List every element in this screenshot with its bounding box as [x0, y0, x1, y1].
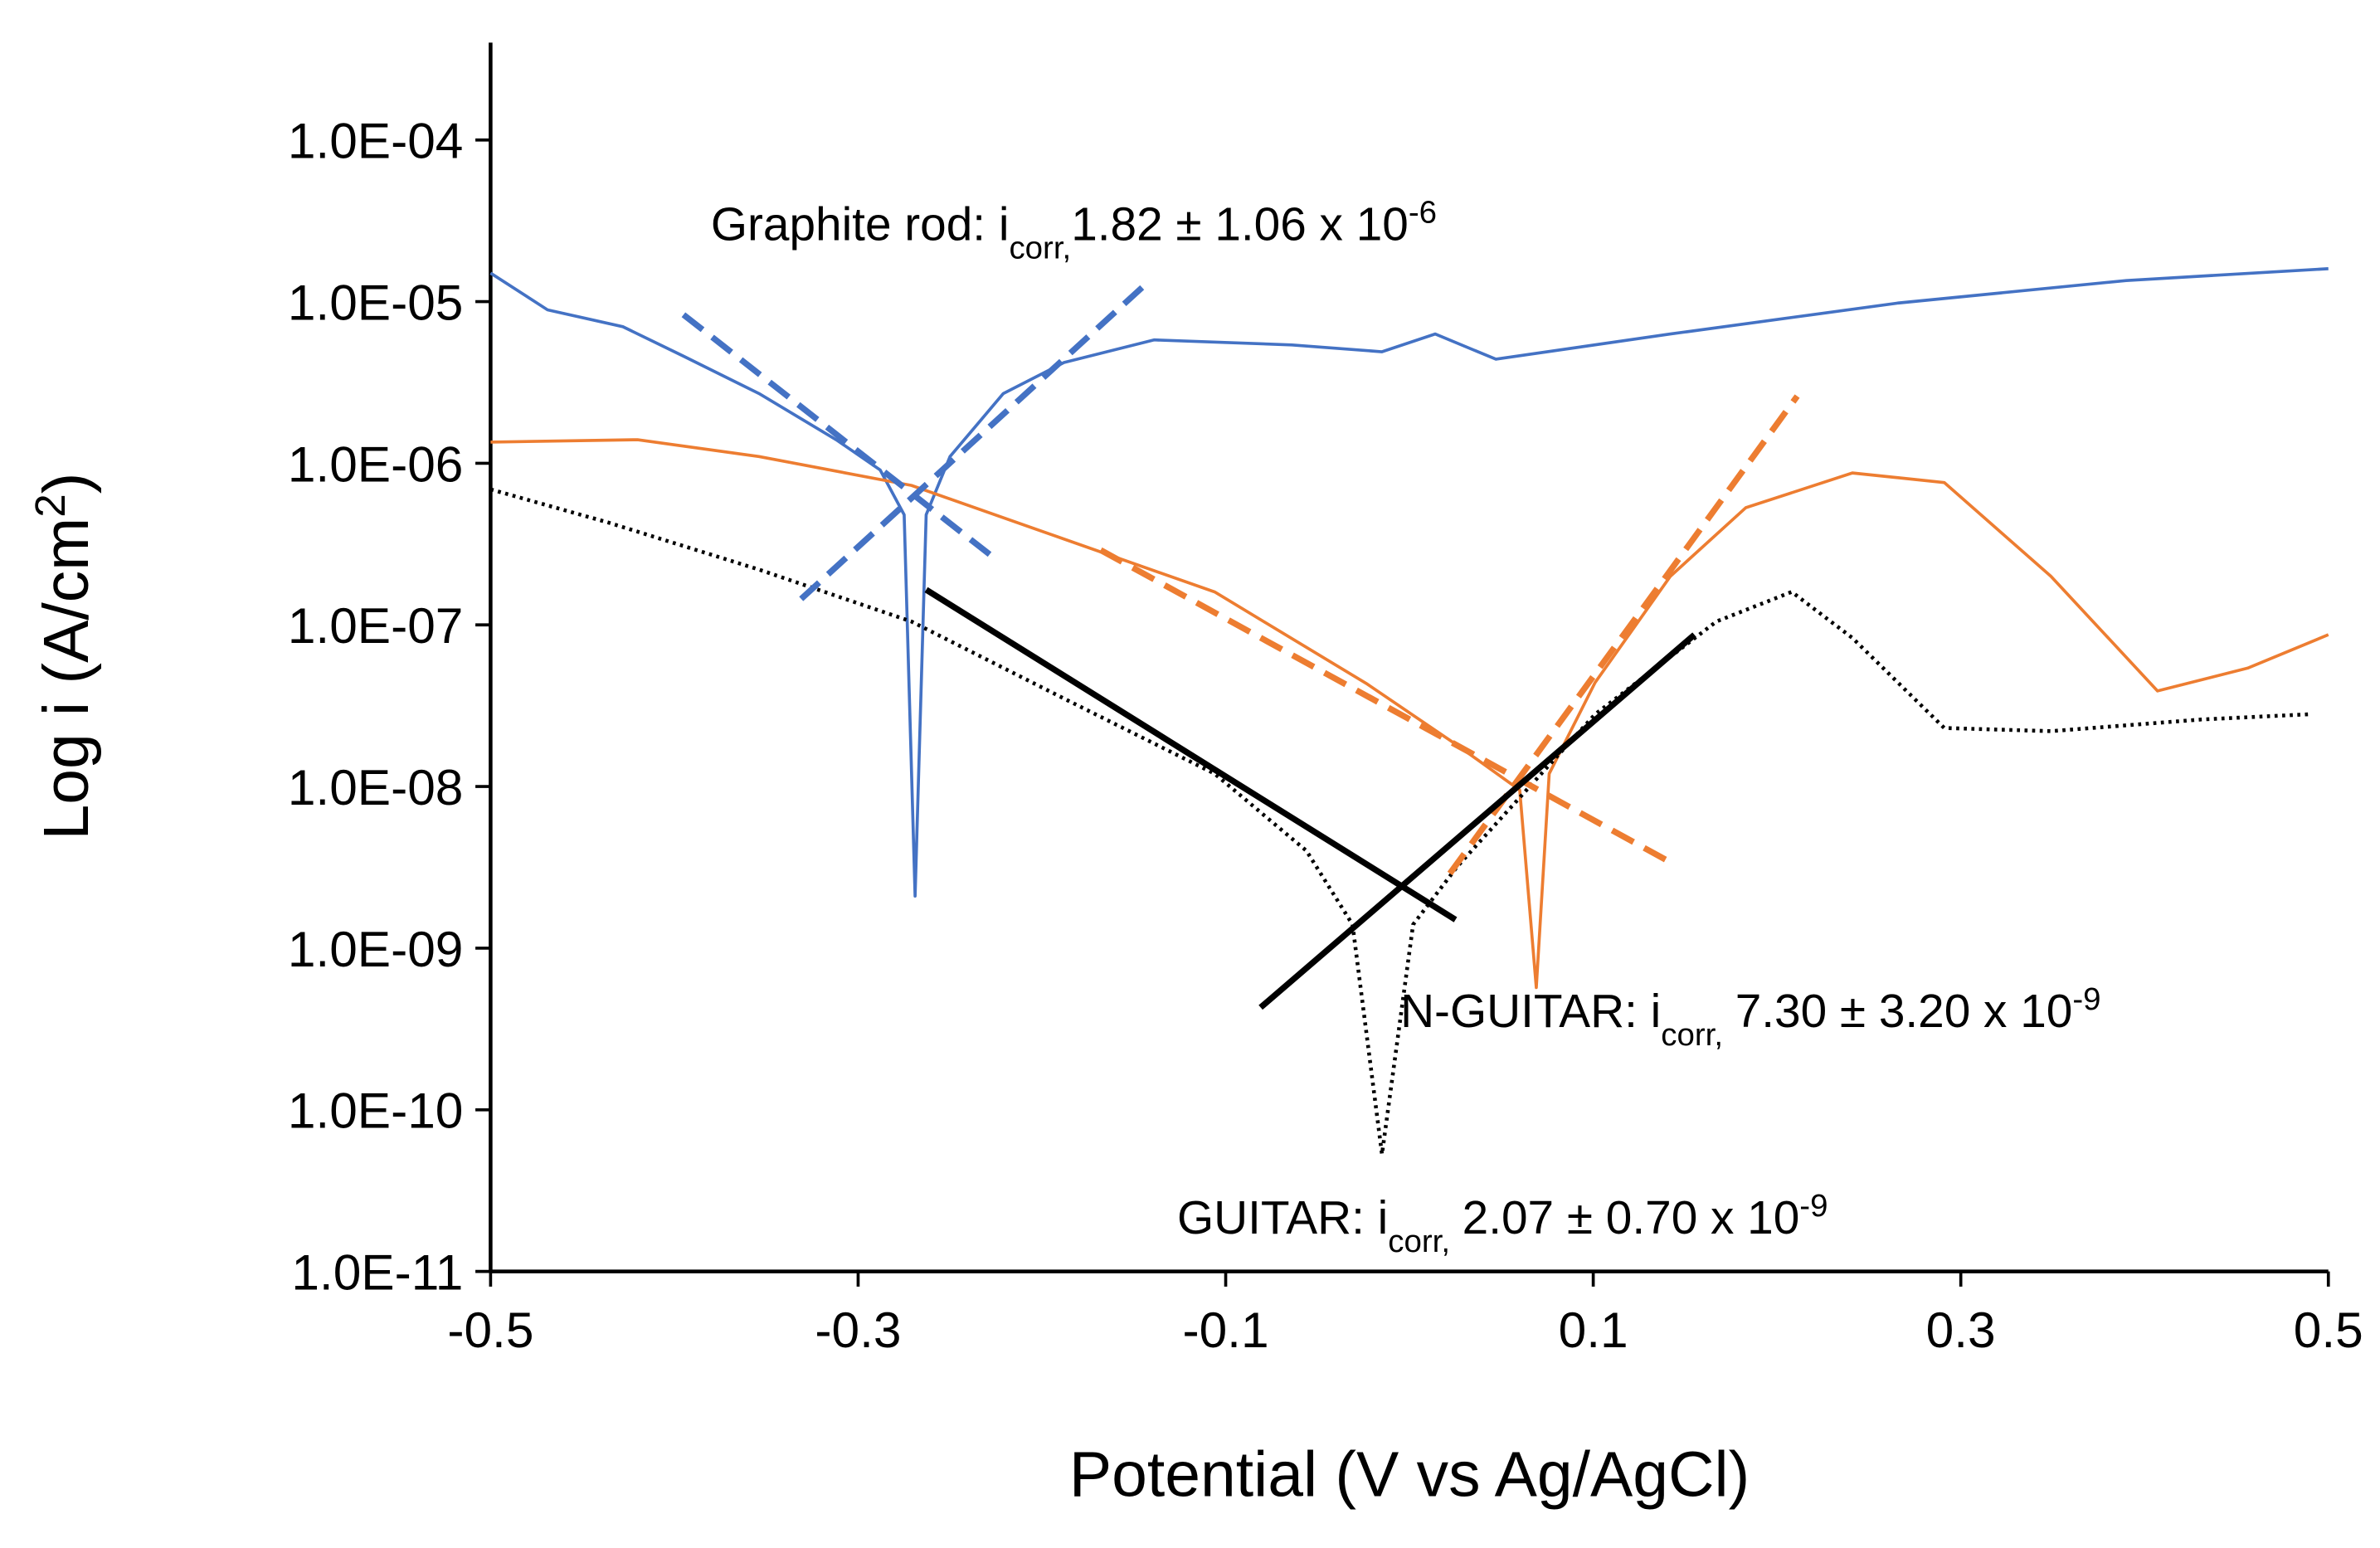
y-axis-label-end: ) [31, 473, 102, 494]
y-tick-label: 1.0E-10 [288, 1083, 464, 1139]
y-tick-label: 1.0E-05 [288, 275, 464, 331]
x-axis-label: Potential (V vs Ag/AgCl) [1069, 1439, 1750, 1511]
series-line [799, 280, 1149, 601]
y-tick-label: 1.0E-07 [288, 597, 464, 654]
x-tick-label: 0.5 [2294, 1302, 2363, 1358]
annotation: Graphite rod: icorr,1.82 ± 1.06 x 10-6 [711, 194, 1437, 265]
series-line [489, 267, 2329, 898]
y-tick-label: 1.0E-11 [291, 1244, 463, 1301]
annotation-sup: -9 [1799, 1187, 1828, 1223]
y-tick-label: 1.0E-04 [288, 113, 464, 169]
series-line [1258, 632, 1696, 1010]
series-line [924, 587, 1458, 922]
series-line [681, 312, 996, 561]
x-tick-label: 0.1 [1559, 1302, 1628, 1358]
annotation-value: 1.82 ± 1.06 x 10 [1071, 198, 1409, 251]
x-tick-label: -0.1 [1182, 1302, 1268, 1358]
annotation-value: 7.30 ± 3.20 x 10 [1735, 986, 2073, 1038]
y-axis-label: Log i (A/cm2) [27, 473, 103, 840]
y-axis-label-text: Log i (A/cm [31, 518, 102, 840]
x-tick-label: -0.5 [447, 1302, 533, 1358]
y-tick-label: 1.0E-09 [288, 921, 464, 977]
annotation-sub: corr, [1388, 1223, 1450, 1258]
series-line [489, 487, 2309, 1156]
annotation-sub: corr, [1009, 230, 1071, 265]
annotation-value: 2.07 ± 0.70 x 10 [1463, 1192, 1800, 1244]
annotation-text: GUITAR: i [1177, 1192, 1388, 1244]
annotation: N-GUITAR: icorr, 7.30 ± 3.20 x 10-9 [1400, 981, 2100, 1052]
x-tick-label: -0.3 [815, 1302, 901, 1358]
annotation-sup: -6 [1409, 194, 1437, 230]
x-tick-label: 0.3 [1926, 1302, 1996, 1358]
y-tick-label: 1.0E-08 [288, 759, 464, 815]
annotation-text: Graphite rod: i [711, 198, 1010, 251]
annotation: GUITAR: icorr, 2.07 ± 0.70 x 10-9 [1177, 1187, 1828, 1258]
series-line [1099, 547, 1672, 865]
annotation-sub: corr, [1661, 1016, 1723, 1052]
series-line [1447, 394, 1800, 876]
y-axis-label-sup: 2 [27, 494, 74, 518]
series-line [490, 438, 2329, 990]
y-tick-label: 1.0E-06 [288, 436, 464, 492]
annotation-text: N-GUITAR: i [1400, 986, 1661, 1038]
annotation-sup: -9 [2072, 981, 2100, 1016]
